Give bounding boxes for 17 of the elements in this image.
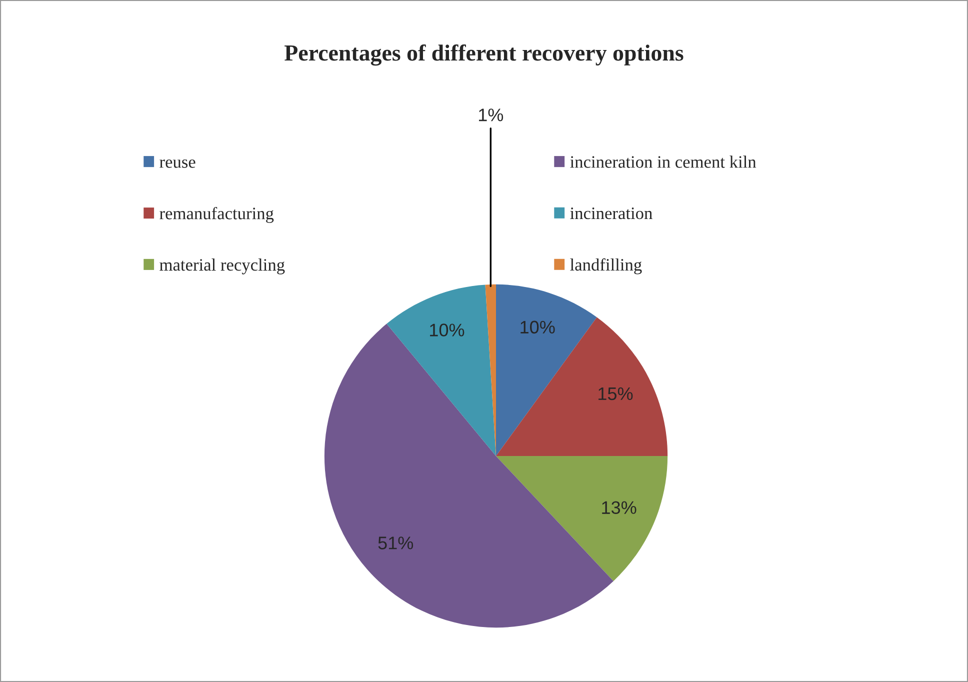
pie-slice xyxy=(496,456,668,582)
pie-slice xyxy=(496,317,668,456)
legend-label: landfilling xyxy=(570,258,642,274)
data-label: 1% xyxy=(478,108,504,122)
data-label: 13% xyxy=(602,501,636,514)
pie-slice xyxy=(386,284,496,456)
legend-label: incineration in cement kiln xyxy=(570,156,756,168)
legend-label: reuse xyxy=(160,159,196,168)
legend-label: incineration xyxy=(570,208,652,220)
pie-slice xyxy=(496,284,597,456)
legend-label: remanufacturing xyxy=(160,206,274,223)
data-label: 10% xyxy=(520,320,555,334)
data-label: 51% xyxy=(378,536,414,550)
data-label: 10% xyxy=(430,324,464,336)
legend-label: material recycling xyxy=(160,258,285,274)
data-label: 15% xyxy=(598,387,633,400)
chart-title: Percentages of different recovery options xyxy=(284,44,684,66)
